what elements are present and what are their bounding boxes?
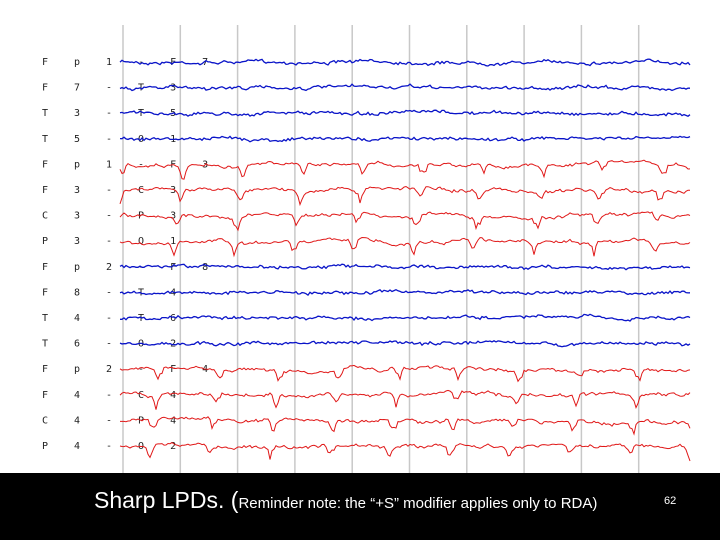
channel-label: C3-P3 [42,211,202,222]
eeg-trace [119,211,691,232]
caption-note: Reminder note: the “+S” modifier applies… [238,495,598,512]
channel-label: T6-O2 [42,339,202,350]
channel-label: Fp1-F3 [42,159,234,170]
eeg-trace [119,442,691,462]
channel-label: F7-T3 [42,83,202,94]
eeg-trace [119,159,691,180]
channel-label: Fp1-F7 [42,57,234,68]
page-number: 62 [664,495,677,507]
eeg-trace [119,263,691,271]
channel-label: F3-C3 [42,185,202,196]
eeg-tracing: Fp1-F7 F7-T3 T3-T5 T5-O1 Fp1-F3 F3-C3 C3-P3 P3-… [42,25,691,473]
channel-label: T4-T6 [42,313,202,324]
caption: Sharp LPDs. (Reminder note: the “+S” mod… [94,487,597,514]
eeg-trace [119,185,690,207]
eeg-trace [119,389,691,410]
eeg-trace [120,416,691,436]
channel-label: T5-O1 [42,134,202,145]
eeg-trace [119,83,690,92]
eeg-trace [119,288,691,297]
channel-label: T3-T5 [42,108,202,119]
eeg-trace [119,58,691,67]
eeg-trace [119,340,691,348]
eeg-trace [119,109,691,117]
channel-label: P4-O2 [42,441,202,452]
eeg-trace [119,236,691,258]
footer-bar: Sharp LPDs. (Reminder note: the “+S” mod… [0,473,720,540]
eeg-trace [119,135,691,143]
eeg-trace [120,313,691,322]
eeg-trace [119,364,691,383]
channel-label: F4-C4 [42,390,202,401]
channel-label: P3-O1 [42,236,202,247]
channel-label: C4-P4 [42,415,202,426]
channel-label: F8-T4 [42,287,202,298]
caption-main: Sharp LPDs. ( [94,487,239,513]
